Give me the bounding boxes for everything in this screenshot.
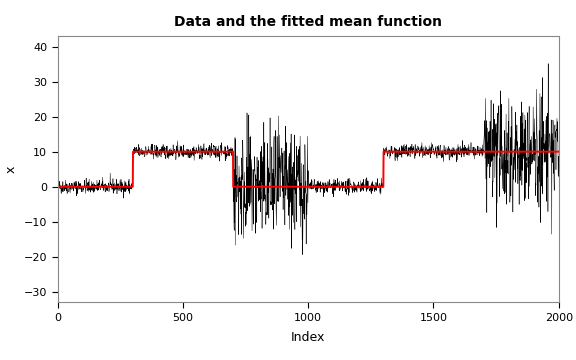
Y-axis label: x: x bbox=[5, 166, 18, 173]
X-axis label: Index: Index bbox=[291, 331, 325, 344]
Title: Data and the fitted mean function: Data and the fitted mean function bbox=[174, 15, 442, 29]
